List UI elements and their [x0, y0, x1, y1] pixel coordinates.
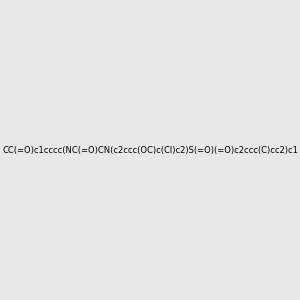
Text: CC(=O)c1cccc(NC(=O)CN(c2ccc(OC)c(Cl)c2)S(=O)(=O)c2ccc(C)cc2)c1: CC(=O)c1cccc(NC(=O)CN(c2ccc(OC)c(Cl)c2)S…	[2, 146, 298, 154]
